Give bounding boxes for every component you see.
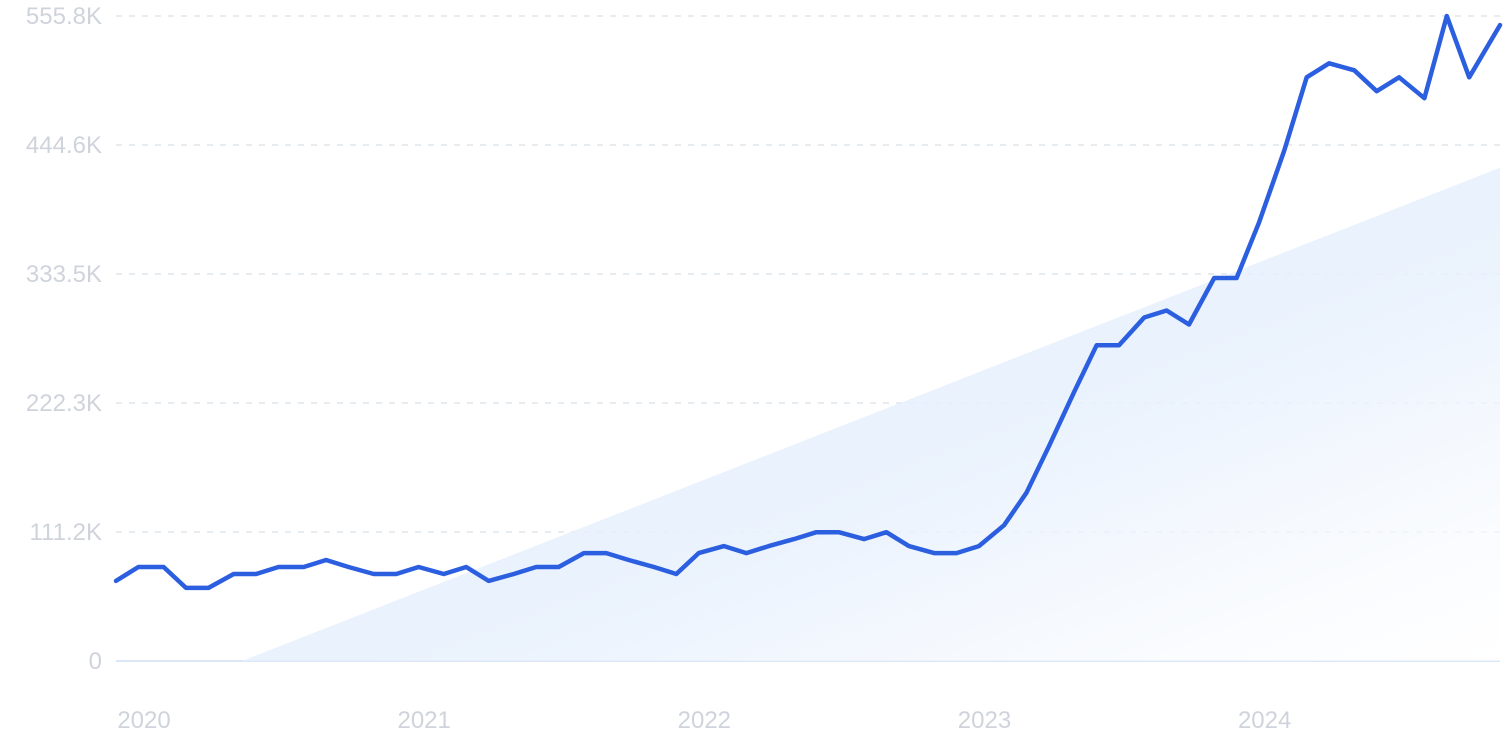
data-point: [1467, 75, 1471, 79]
data-point: [1072, 390, 1076, 394]
data-point: [1002, 523, 1006, 527]
x-tick-label: 2023: [958, 707, 1011, 734]
y-axis-labels: 0 111.2K 222.3K 333.5K 444.6K 555.8K: [26, 3, 102, 675]
data-point: [254, 572, 258, 576]
data-point: [674, 572, 678, 576]
data-point: [954, 551, 959, 555]
data-point: [792, 537, 796, 541]
data-point: [977, 544, 981, 548]
data-point: [1095, 343, 1099, 347]
data-point: [582, 551, 586, 555]
data-point: [604, 551, 608, 555]
data-point: [464, 565, 468, 569]
y-tick-label: 111.2K: [29, 519, 102, 546]
data-point: [557, 565, 561, 569]
data-point: [184, 586, 188, 590]
data-point: [534, 565, 538, 569]
data-point: [346, 565, 351, 569]
data-point: [1282, 148, 1286, 152]
data-point: [1257, 220, 1261, 224]
data-point: [697, 551, 701, 555]
data-point: [1375, 89, 1379, 93]
data-point: [487, 579, 491, 583]
data-point: [907, 544, 911, 548]
y-tick-label: 333.5K: [26, 261, 102, 288]
x-tick-label: 2024: [1238, 707, 1291, 734]
data-point: [837, 530, 841, 534]
trend-area: [242, 167, 1500, 662]
data-point: [767, 544, 771, 548]
data-point: [442, 572, 446, 576]
data-point: [206, 586, 211, 590]
data-point: [1305, 75, 1309, 79]
x-tick-label: 2020: [117, 707, 170, 734]
data-point: [884, 530, 889, 534]
data-point: [1327, 61, 1331, 65]
x-tick-label: 2022: [678, 707, 731, 734]
data-point: [417, 565, 421, 569]
data-point: [1498, 23, 1502, 27]
y-tick-label: 0: [89, 648, 102, 675]
data-point: [512, 572, 516, 576]
data-point: [324, 558, 328, 562]
data-point: [1047, 444, 1051, 448]
data-point: [1422, 96, 1426, 100]
data-point: [394, 572, 398, 576]
data-point: [1352, 68, 1356, 72]
data-point: [1142, 315, 1146, 320]
trend-area-shape: [242, 167, 1500, 662]
data-point: [232, 572, 236, 576]
x-axis-labels: 2020 2021 2022 2023 2024: [117, 707, 1291, 734]
data-point: [1165, 308, 1169, 313]
data-point: [814, 530, 819, 534]
data-point: [372, 572, 376, 576]
data-point: [114, 579, 118, 583]
y-tick-label: 555.8K: [26, 3, 102, 30]
y-tick-label: 222.3K: [26, 390, 102, 417]
data-point: [162, 565, 166, 569]
data-point: [1235, 276, 1239, 280]
data-point: [652, 565, 656, 569]
data-point: [627, 558, 631, 562]
data-point: [1024, 491, 1029, 495]
series-line-0: [113, 13, 1503, 591]
data-point: [1212, 276, 1216, 280]
data-point: [136, 565, 140, 569]
data-point: [744, 551, 749, 555]
data-point: [1187, 322, 1191, 327]
series-lines: [113, 13, 1503, 591]
data-point: [1445, 14, 1449, 18]
data-point: [932, 551, 936, 555]
data-point: [862, 537, 866, 541]
data-point: [276, 565, 281, 569]
x-tick-label: 2021: [397, 707, 450, 734]
y-tick-label: 444.6K: [26, 132, 102, 159]
data-point: [1117, 343, 1121, 347]
data-point: [722, 544, 726, 548]
data-point: [302, 565, 306, 569]
data-point: [1397, 75, 1401, 79]
